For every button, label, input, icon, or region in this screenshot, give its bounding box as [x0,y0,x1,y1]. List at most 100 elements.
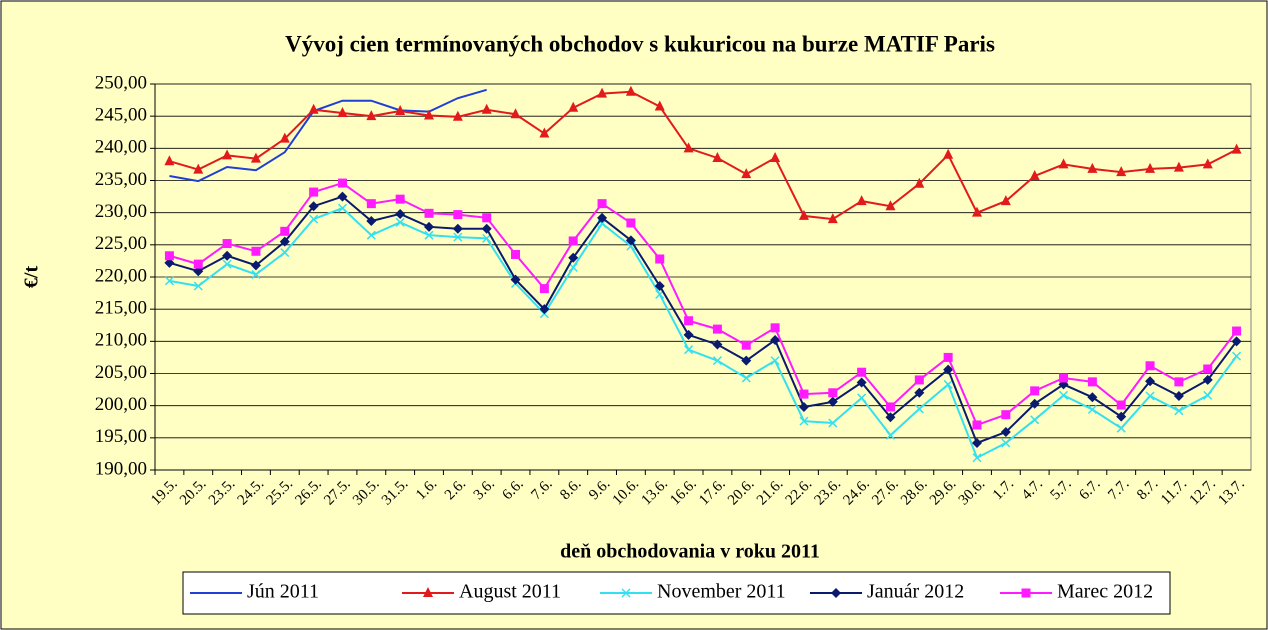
data-point [597,87,608,98]
y-axis-title: €/t [21,266,43,289]
data-point [1231,143,1242,154]
data-point [395,208,406,219]
data-point [395,217,405,227]
legend-label: August 2011 [459,581,561,603]
data-point [337,178,347,188]
data-point [511,249,521,259]
data-point [1029,398,1040,409]
data-point [655,254,665,264]
data-point [741,340,751,350]
series-line [169,207,1238,460]
data-point [597,212,608,223]
data-point [250,152,261,163]
data-point [799,416,809,426]
y-tick-label: 195,00 [95,426,147,447]
data-point [1001,410,1011,420]
data-point [1059,373,1069,383]
data-point [827,396,838,407]
data-point [366,199,376,209]
data-point [308,201,319,212]
data-point [337,203,348,213]
data-point [856,377,867,388]
data-point [481,103,492,114]
data-point [798,401,809,412]
data-point [1145,162,1156,173]
data-point [972,453,982,463]
data-point [568,236,578,246]
data-point [1173,391,1184,402]
data-point [250,260,261,271]
data-point [424,109,434,120]
data-point [222,250,233,261]
data-point [798,209,809,220]
data-point [1173,161,1184,172]
x-axis-title: deň obchodovania v roku 2011 [560,541,820,563]
legend-marker [621,588,631,598]
data-point [222,259,232,269]
data-point [1116,411,1127,422]
data-point [712,324,722,334]
data-point [828,418,838,428]
data-point [1145,376,1156,387]
data-point [712,151,723,162]
data-point [193,163,204,174]
data-point [424,208,434,218]
y-tick-label: 190,00 [95,458,147,479]
data-point [395,194,405,204]
data-point [885,200,896,211]
data-point [683,329,694,340]
data-point [337,106,348,117]
data-point [654,281,665,292]
data-point [683,142,694,153]
data-point [395,105,406,116]
data-point [1087,162,1098,173]
data-point [309,187,319,197]
data-point [1000,427,1011,438]
data-point [251,246,261,256]
data-point [482,213,492,223]
data-point [481,223,492,234]
data-point [943,352,953,362]
data-point [972,420,982,430]
data-point [857,367,867,377]
data-point [1231,336,1242,347]
data-point [222,149,233,160]
data-point [424,221,434,232]
series-line [169,181,1238,427]
data-point [597,199,607,209]
y-tick-label: 225,00 [95,233,147,254]
data-point [1029,169,1040,180]
data-point [453,210,463,220]
data-point [856,195,867,206]
chart-title: Vývoj cien termínovaných obchodov s kuku… [285,31,995,56]
data-point [366,216,377,227]
y-tick-label: 200,00 [95,394,147,415]
data-point [857,393,867,403]
data-point [885,430,896,440]
data-point [885,412,896,423]
data-point [1202,374,1213,385]
data-point [164,276,174,286]
data-point [1116,400,1126,410]
data-point [741,355,752,366]
data-point [193,266,204,277]
data-point [424,230,434,240]
data-point [337,191,348,202]
y-tick-label: 235,00 [95,169,147,190]
data-point [539,284,549,294]
legend-marker [423,587,433,597]
legend-label: November 2011 [657,581,786,603]
data-point [1203,390,1213,400]
data-point [164,155,175,166]
data-point [482,233,492,243]
data-point [712,339,723,350]
legend-label: Marec 2012 [1057,581,1153,603]
legend-marker [831,588,841,598]
data-point [568,262,578,272]
data-point [1232,326,1242,336]
data-point [943,379,953,389]
data-point [1030,386,1040,396]
data-point [1030,415,1040,425]
data-point [1232,351,1242,361]
